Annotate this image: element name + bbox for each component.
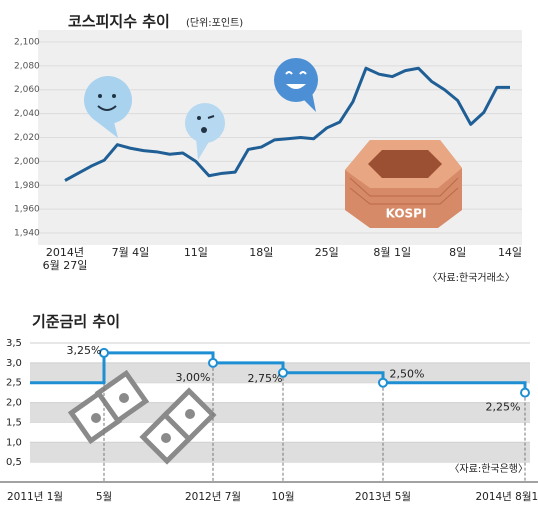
x-tick-label: 2014년 8월14일 — [475, 490, 538, 503]
eye — [112, 94, 116, 98]
point — [378, 377, 388, 388]
point — [520, 387, 530, 398]
x-tick-label: 8월 1일 — [373, 246, 412, 259]
x-tick-label: 11일 — [183, 246, 208, 259]
kospi-box-lines — [349, 177, 459, 205]
value-label: 2,75% — [248, 372, 283, 385]
eye — [207, 115, 215, 119]
source: 〈자료:한국거래소〉 — [427, 272, 515, 284]
x-tick-label: 10월 — [271, 491, 294, 503]
point — [278, 367, 288, 378]
x-tick-label: 25일 — [314, 246, 339, 259]
y-tick-label: 2,5 — [6, 378, 22, 389]
y-tick-label: 1,0 — [6, 437, 22, 448]
eyes — [285, 71, 307, 75]
chart-title: 기준금리 추이 — [32, 313, 120, 331]
balloon — [274, 58, 318, 102]
y-tick-label: 0,5 — [6, 457, 22, 468]
balloon — [185, 103, 225, 143]
mouth — [97, 105, 117, 111]
mouth — [286, 84, 306, 89]
mouth — [201, 127, 207, 133]
grid-band — [30, 402, 530, 423]
chart-subtitle: (단위:포인트) — [186, 16, 243, 29]
kospi-box-hole — [368, 150, 442, 178]
y-tick-label: 2,020 — [14, 133, 40, 143]
x-tick-label: 7월 4일 — [111, 246, 150, 259]
y-tick-label: 2,080 — [14, 61, 40, 71]
balloon — [84, 76, 132, 124]
point — [99, 347, 109, 358]
y-tick-label: 2,0 — [6, 398, 22, 409]
value-label: 3,25% — [67, 344, 102, 357]
grid-band — [30, 442, 530, 463]
y-tick-label: 3,5 — [6, 338, 22, 349]
x-tick-label: 8일 — [449, 246, 467, 259]
y-tick-label: 2,040 — [14, 109, 40, 119]
x-tick-label: 2014년 6월 27일 — [42, 246, 88, 272]
y-tick-label: 3,0 — [6, 358, 22, 369]
value-label: 3,00% — [176, 371, 211, 384]
balloon-tail — [196, 138, 210, 160]
y-tick-label: 2,060 — [14, 85, 40, 95]
y-tick-label: 2,000 — [14, 157, 40, 167]
step-line — [30, 351, 527, 393]
x-tick-label: 14일 — [497, 246, 523, 259]
y-tick-label: 1,940 — [14, 229, 40, 239]
kospi-label: KOSPI — [386, 207, 427, 221]
illustrations: KOSPI — [67, 58, 462, 465]
y-tick-label: 2,100 — [14, 37, 40, 47]
value-label: 2,25% — [486, 401, 521, 414]
eye — [197, 116, 201, 120]
point — [208, 357, 218, 368]
y-tick-label: 1,960 — [14, 205, 40, 215]
dice-dots — [91, 393, 195, 443]
line-series — [64, 66, 510, 182]
x-tick-label: 2013년 5월 — [355, 491, 411, 503]
value-label: 2,50% — [390, 368, 425, 381]
source: 〈자료:한국은행〉 — [449, 463, 528, 475]
eye — [98, 94, 102, 98]
chart-title: 코스피지수 추이 — [68, 13, 170, 31]
x-tick-label: 18일 — [249, 246, 274, 259]
y-tick-label: 1,980 — [14, 181, 40, 191]
y-tick-label: 1,5 — [6, 417, 22, 428]
x-tick-label: 2012년 7월 — [185, 491, 241, 503]
x-tick-label: 2011년 1월 — [7, 491, 63, 503]
x-tick-label: 5월 — [96, 491, 112, 503]
